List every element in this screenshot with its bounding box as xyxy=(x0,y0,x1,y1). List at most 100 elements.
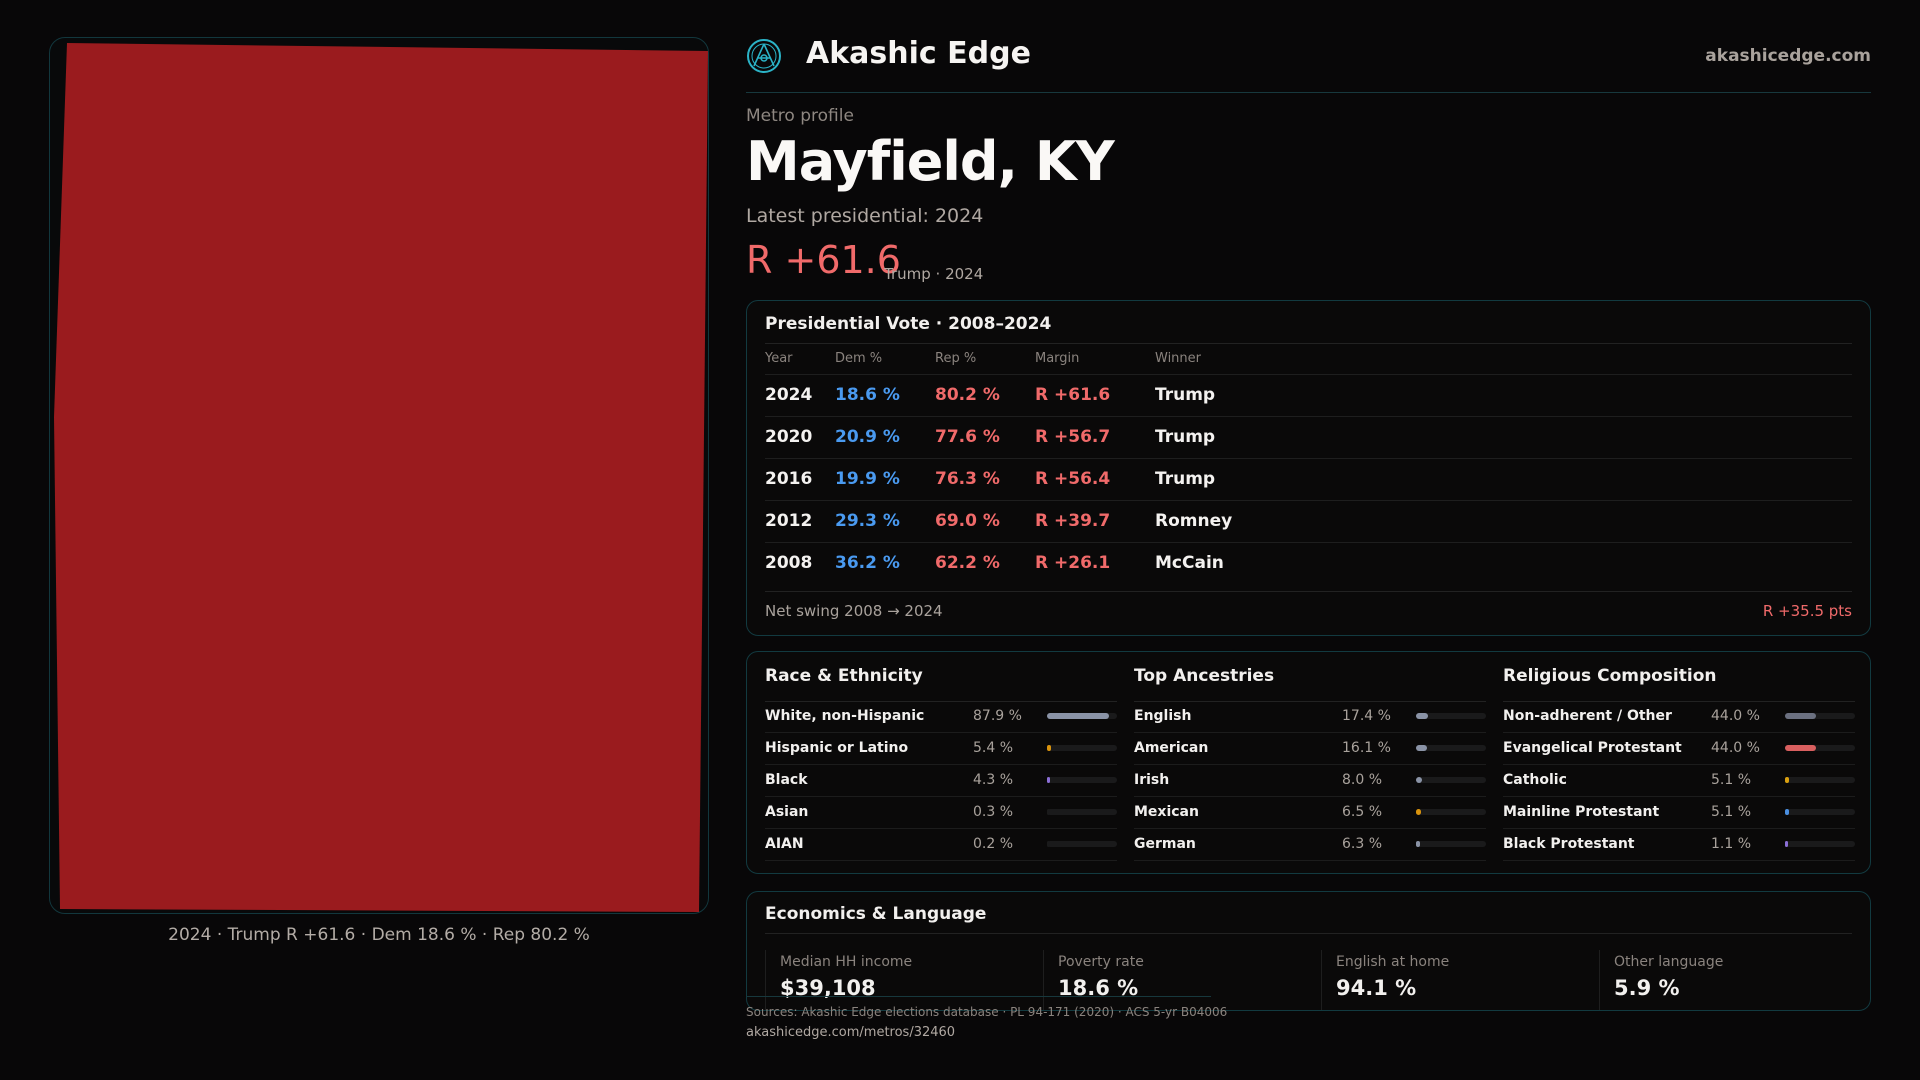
cell-margin: R +39.7 xyxy=(1035,511,1111,531)
card-title: Economics & Language xyxy=(765,904,987,924)
list-item: Black Protestant 1.1 % xyxy=(1503,829,1855,861)
cell-margin: R +26.1 xyxy=(1035,553,1111,573)
cell-dem: 20.9 % xyxy=(835,427,900,447)
stat-cell: English at home 94.1 % xyxy=(1321,950,1449,1010)
cell-year: 2012 xyxy=(765,511,813,531)
stat-label: Median HH income xyxy=(780,954,913,970)
share-bar-fill xyxy=(1785,745,1816,751)
col-dem: Dem % xyxy=(835,351,883,366)
stat-cell: Median HH income $39,108 xyxy=(765,950,912,1010)
cell-year: 2008 xyxy=(765,553,813,573)
share-bar-fill xyxy=(1416,713,1429,719)
brand-name: Akashic Edge xyxy=(806,36,1031,71)
share-bar-fill xyxy=(1785,841,1788,847)
item-percent: 5.1 % xyxy=(1711,804,1752,820)
permalink[interactable]: akashicedge.com/metros/32460 xyxy=(746,1025,956,1040)
map-panel xyxy=(49,37,709,914)
cell-margin: R +56.4 xyxy=(1035,469,1111,489)
cell-winner: Romney xyxy=(1155,511,1233,531)
share-bar xyxy=(1785,713,1855,719)
item-percent: 44.0 % xyxy=(1711,740,1760,756)
cell-rep: 76.3 % xyxy=(935,469,1000,489)
share-bar xyxy=(1047,713,1117,719)
page-title: Mayfield, KY xyxy=(746,130,1115,193)
list-item: Irish 8.0 % xyxy=(1134,765,1486,797)
share-bar-fill xyxy=(1785,777,1789,783)
cell-margin: R +61.6 xyxy=(1035,385,1111,405)
card-title: Presidential Vote · 2008–2024 xyxy=(765,314,1052,334)
headline-margin: R +61.6 xyxy=(746,238,901,282)
presidential-vote-card: Presidential Vote · 2008–2024 Year Dem %… xyxy=(746,300,1871,636)
demographic-section: Race & Ethnicity White, non-Hispanic 87.9 … xyxy=(765,652,1117,875)
item-label: Asian xyxy=(765,804,809,820)
item-label: Black xyxy=(765,772,808,788)
item-label: Evangelical Protestant xyxy=(1503,740,1682,756)
share-bar-fill xyxy=(1416,745,1428,751)
cell-dem: 29.3 % xyxy=(835,511,900,531)
item-percent: 17.4 % xyxy=(1342,708,1391,724)
item-label: Non-adherent / Other xyxy=(1503,708,1672,724)
cell-dem: 19.9 % xyxy=(835,469,900,489)
share-bar xyxy=(1047,841,1117,847)
list-item: Mexican 6.5 % xyxy=(1134,797,1486,829)
net-swing-value: R +35.5 pts xyxy=(1762,602,1852,620)
item-percent: 0.2 % xyxy=(973,836,1014,852)
net-swing-label: Net swing 2008 → 2024 xyxy=(765,602,943,620)
col-winner: Winner xyxy=(1155,351,1202,366)
item-label: Hispanic or Latino xyxy=(765,740,909,756)
cell-rep: 80.2 % xyxy=(935,385,1000,405)
cell-year: 2016 xyxy=(765,469,813,489)
county-shape[interactable] xyxy=(54,43,708,912)
divider xyxy=(765,701,1117,702)
item-percent: 5.4 % xyxy=(973,740,1014,756)
list-item: English 17.4 % xyxy=(1134,701,1486,733)
list-item: Evangelical Protestant 44.0 % xyxy=(1503,733,1855,765)
sources-note: Sources: Akashic Edge elections database… xyxy=(746,1005,1228,1019)
table-row: 2016 19.9 % 76.3 % R +56.4 Trump xyxy=(765,458,1852,500)
list-item: AIAN 0.2 % xyxy=(765,829,1117,861)
item-percent: 6.5 % xyxy=(1342,804,1383,820)
item-percent: 6.3 % xyxy=(1342,836,1383,852)
share-bar-fill xyxy=(1785,713,1816,719)
stat-label: Poverty rate xyxy=(1058,954,1144,970)
map-caption: 2024 · Trump R +61.6 · Dem 18.6 % · Rep … xyxy=(168,925,590,945)
cell-rep: 77.6 % xyxy=(935,427,1000,447)
stat-cell: Other language 5.9 % xyxy=(1599,950,1723,1010)
item-percent: 44.0 % xyxy=(1711,708,1760,724)
table-row: 2008 36.2 % 62.2 % R +26.1 McCain xyxy=(765,542,1852,584)
item-label: Mainline Protestant xyxy=(1503,804,1660,820)
divider xyxy=(746,996,1211,997)
divider xyxy=(765,343,1852,344)
list-item: Asian 0.3 % xyxy=(765,797,1117,829)
share-bar xyxy=(1047,809,1117,815)
list-item: American 16.1 % xyxy=(1134,733,1486,765)
section-title: Religious Composition xyxy=(1503,666,1717,686)
cell-winner: Trump xyxy=(1155,469,1216,489)
divider xyxy=(1134,701,1486,702)
share-bar-fill xyxy=(1047,809,1050,815)
site-link[interactable]: akashicedge.com xyxy=(1705,46,1871,66)
share-bar-fill xyxy=(1416,777,1422,783)
section-title: Top Ancestries xyxy=(1134,666,1275,686)
share-bar xyxy=(1785,777,1855,783)
header-divider xyxy=(746,92,1871,93)
share-bar xyxy=(1416,745,1486,751)
cell-winner: McCain xyxy=(1155,553,1224,573)
table-row: 2024 18.6 % 80.2 % R +61.6 Trump xyxy=(765,374,1852,416)
latest-election: Latest presidential: 2024 xyxy=(746,205,984,227)
page-kicker: Metro profile xyxy=(746,106,854,126)
list-item: White, non-Hispanic 87.9 % xyxy=(765,701,1117,733)
cell-rep: 69.0 % xyxy=(935,511,1000,531)
item-percent: 87.9 % xyxy=(973,708,1022,724)
item-percent: 0.3 % xyxy=(973,804,1014,820)
share-bar xyxy=(1416,777,1486,783)
share-bar xyxy=(1416,713,1486,719)
share-bar-fill xyxy=(1416,809,1421,815)
col-year: Year xyxy=(765,351,793,366)
item-percent: 5.1 % xyxy=(1711,772,1752,788)
col-rep: Rep % xyxy=(935,351,977,366)
demographic-section: Top Ancestries English 17.4 % American 16.1 … xyxy=(1134,652,1486,875)
share-bar xyxy=(1047,745,1117,751)
demographic-section: Religious Composition Non-adherent / Othe… xyxy=(1503,652,1855,875)
share-bar xyxy=(1047,777,1117,783)
